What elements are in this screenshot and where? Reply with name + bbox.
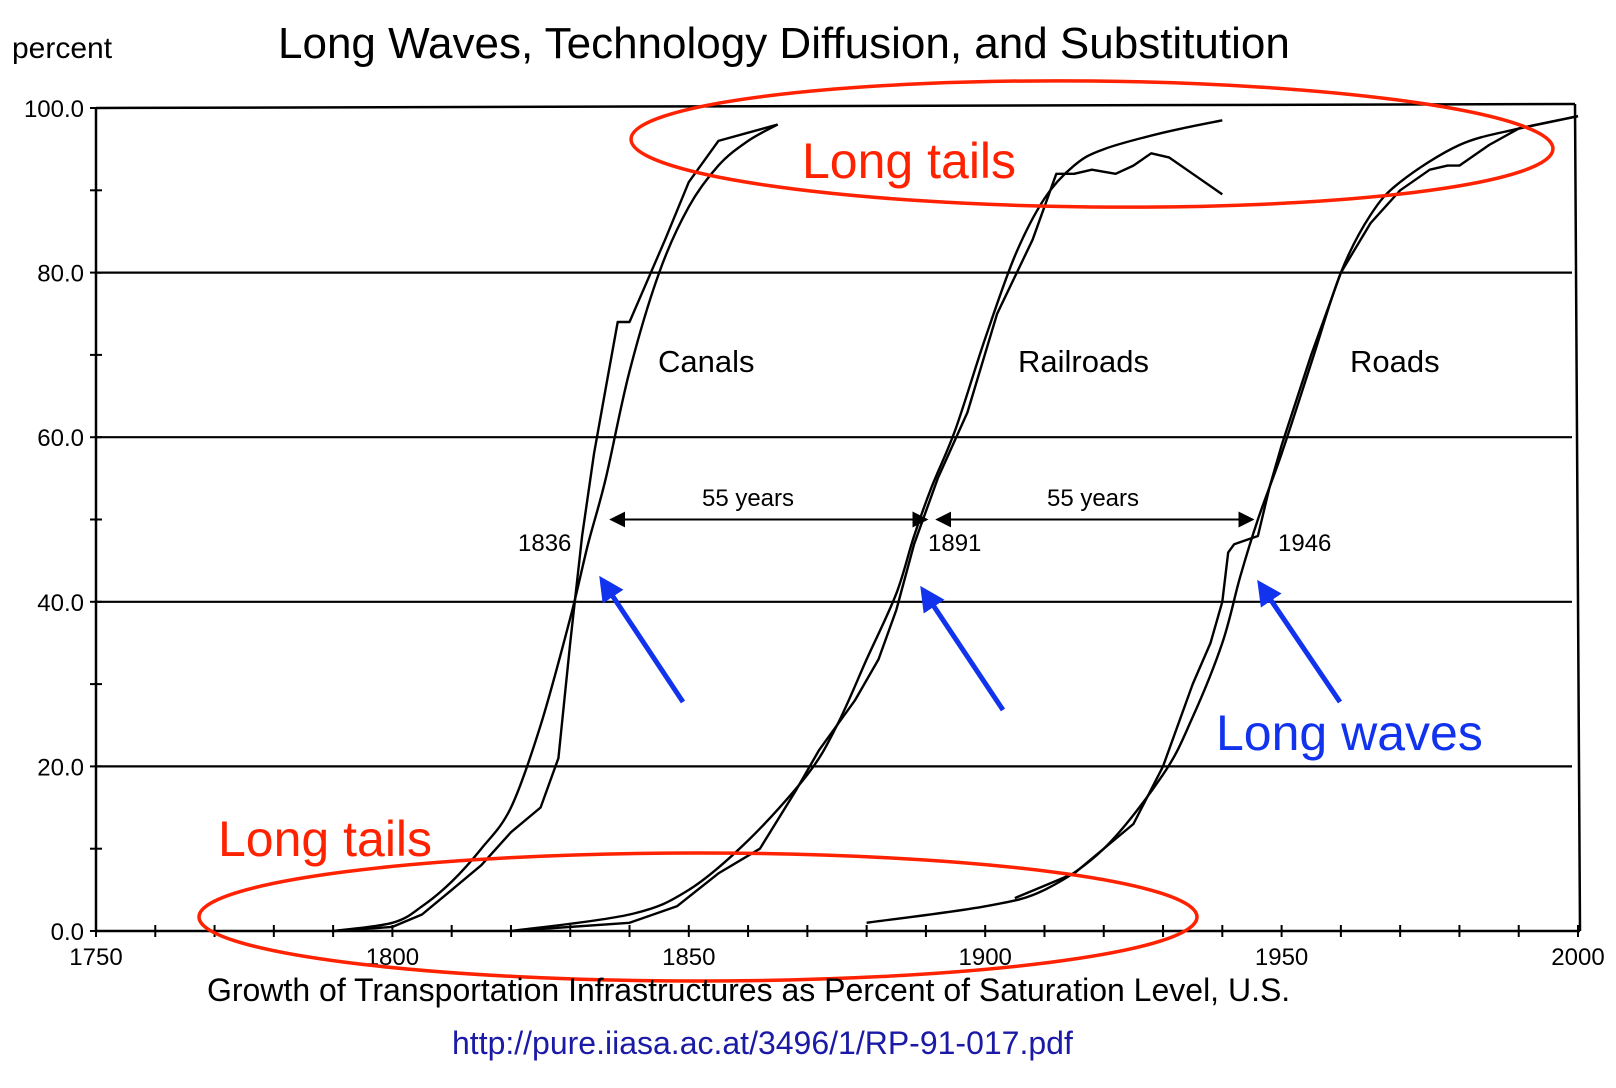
y-ticks: 0.0 20.0 40.0 60.0 80.0 100.0 xyxy=(24,96,102,946)
y-tick-label: 40.0 xyxy=(37,590,84,617)
y-tick-label: 60.0 xyxy=(37,425,84,452)
long-tails-bottom-label: Long tails xyxy=(218,811,432,867)
source-link[interactable]: http://pure.iiasa.ac.at/3496/1/RP-91-017… xyxy=(452,1025,1073,1061)
y-tick-label: 100.0 xyxy=(24,96,84,123)
chart-caption: Growth of Transportation Infrastructures… xyxy=(207,972,1290,1008)
long-wave-arrow-3 xyxy=(1257,579,1343,704)
y-tick-label: 80.0 xyxy=(37,261,84,288)
series-label-railroads: Railroads xyxy=(1018,344,1149,379)
y-tick-label: 20.0 xyxy=(37,754,84,781)
long-tails-top-label: Long tails xyxy=(802,133,1016,189)
year-label-1836: 1836 xyxy=(518,530,571,557)
long-waves-label: Long waves xyxy=(1216,705,1483,761)
long-wave-arrow-1 xyxy=(599,575,686,704)
x-tick-label: 2000 xyxy=(1551,944,1604,971)
bottom-tails-ellipse xyxy=(197,851,1199,983)
long-wave-arrow-2 xyxy=(920,585,1006,712)
chart-title: Long Waves, Technology Diffusion, and Su… xyxy=(278,19,1290,68)
curve-actual-roads xyxy=(1014,115,1579,900)
curve-fitted-canals xyxy=(332,123,779,933)
right-frame-line xyxy=(1573,103,1582,932)
series-label-roads: Roads xyxy=(1350,344,1440,379)
curve-actual-canals xyxy=(333,123,779,933)
y-axis-label: percent xyxy=(12,32,113,65)
span-label-2: 55 years xyxy=(1047,485,1139,512)
top-frame-line xyxy=(95,102,1576,110)
x-tick-label: 1750 xyxy=(69,944,122,971)
x-tick-label: 1950 xyxy=(1255,944,1308,971)
curves xyxy=(332,115,1579,933)
year-label-1891: 1891 xyxy=(928,530,981,557)
year-label-1946: 1946 xyxy=(1278,530,1331,557)
x-tick-label: 1850 xyxy=(662,944,715,971)
plot-frame xyxy=(94,102,1582,933)
curve-actual-railroads xyxy=(510,152,1223,933)
span-label-1: 55 years xyxy=(702,485,794,512)
grid-lines xyxy=(96,271,1572,768)
series-label-canals: Canals xyxy=(658,344,755,379)
y-tick-label: 0.0 xyxy=(51,919,84,946)
top-tails-ellipse xyxy=(629,79,1555,209)
curve-fitted-railroads xyxy=(510,119,1223,933)
